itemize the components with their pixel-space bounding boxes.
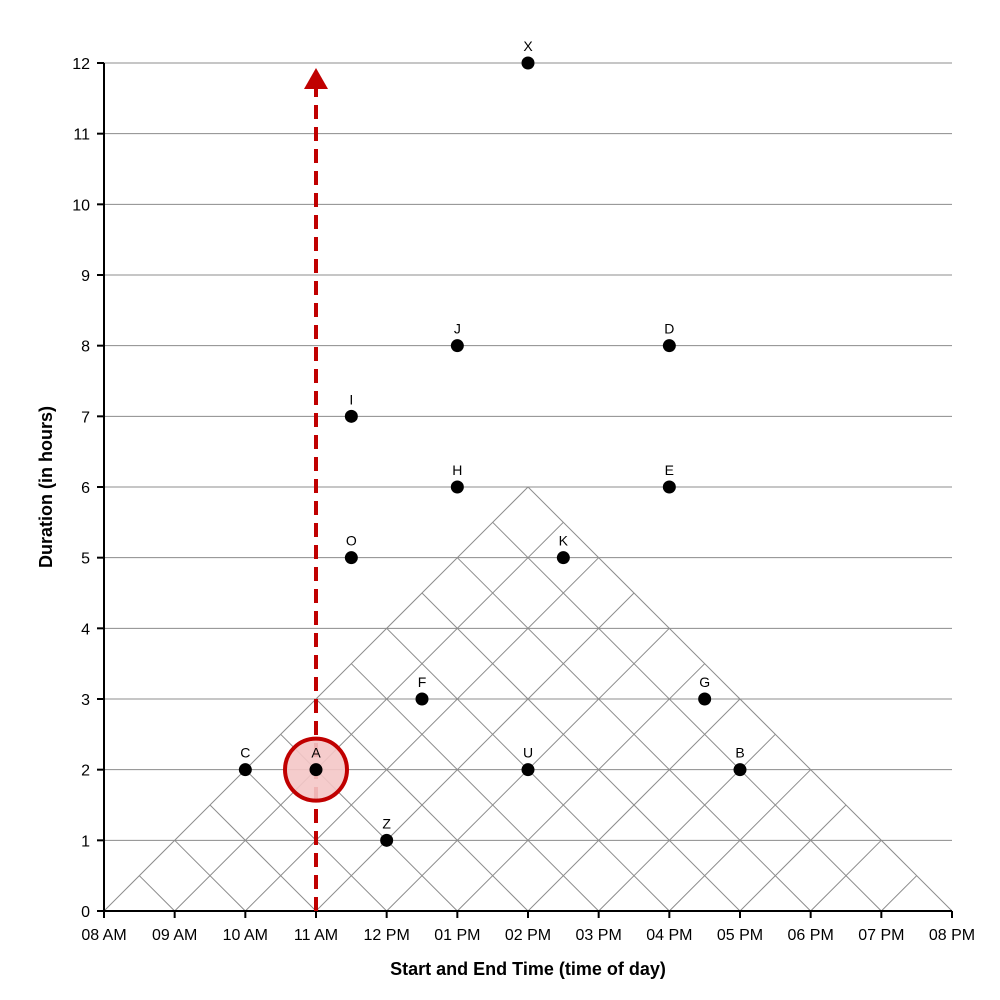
data-point-f xyxy=(415,692,429,706)
data-point-label: B xyxy=(735,745,744,761)
x-tick-label: 08 PM xyxy=(929,927,975,944)
triangular-grid xyxy=(103,62,953,912)
data-points: X J D I H E O K F G C A U B Z xyxy=(238,38,747,847)
grid-line-diagonal-up xyxy=(739,804,847,912)
grid-line-diagonal-down xyxy=(350,663,600,912)
y-tick-label: 0 xyxy=(81,904,90,921)
y-tick-label: 5 xyxy=(81,551,90,568)
grid-line-diagonal-down xyxy=(138,875,176,912)
y-tick-label: 7 xyxy=(81,409,90,426)
y-tick-label: 11 xyxy=(73,127,90,144)
x-tick-label: 06 PM xyxy=(788,927,834,944)
y-axis-title: Duration (in hours) xyxy=(36,406,56,568)
y-tick-label: 2 xyxy=(81,763,90,780)
data-point-d xyxy=(662,339,676,353)
grid-line-diagonal-up xyxy=(315,592,635,912)
x-tick-label: 08 AM xyxy=(81,927,126,944)
data-point-label: O xyxy=(346,533,357,549)
grid-line-diagonal-down xyxy=(174,839,246,912)
data-point-a xyxy=(309,763,323,777)
data-point-label: U xyxy=(523,745,533,761)
data-point-b xyxy=(733,763,747,777)
grid-line-diagonal-up xyxy=(598,733,776,912)
y-tick-label: 10 xyxy=(72,197,90,214)
grid-line-diagonal-up xyxy=(456,663,706,912)
arrow-head xyxy=(304,68,328,89)
data-point-label: F xyxy=(418,674,427,690)
x-tick-label: 12 PM xyxy=(364,927,410,944)
x-tick-label: 09 AM xyxy=(152,927,197,944)
data-point-o xyxy=(344,551,358,565)
y-tick-label: 6 xyxy=(81,480,90,497)
grid-line-diagonal-down xyxy=(421,592,741,912)
data-point-label: C xyxy=(240,745,250,761)
data-point-i xyxy=(344,409,358,423)
grid-line-diagonal-up xyxy=(174,521,564,912)
data-point-label: A xyxy=(311,745,321,761)
data-point-label: Z xyxy=(382,815,391,831)
y-tick-label: 1 xyxy=(81,833,90,850)
x-tick-label: 07 PM xyxy=(858,927,904,944)
grid-line-diagonal-down xyxy=(209,804,317,912)
data-point-label: I xyxy=(349,391,353,407)
y-tick-label: 8 xyxy=(81,339,90,356)
x-tick-label: 11 AM xyxy=(294,927,338,944)
y-tick-label: 4 xyxy=(81,621,90,638)
x-tick-label: 03 PM xyxy=(576,927,622,944)
x-tick-label: 10 AM xyxy=(223,927,268,944)
grid-line-diagonal-down xyxy=(527,486,953,912)
data-point-e xyxy=(662,480,676,494)
annotation-layer xyxy=(283,68,349,911)
data-point-u xyxy=(521,763,535,777)
x-axis-title: Start and End Time (time of day) xyxy=(390,959,666,979)
x-tick-label: 01 PM xyxy=(434,927,480,944)
data-point-k xyxy=(556,551,570,565)
x-tick-label: 05 PM xyxy=(717,927,763,944)
grid-line-diagonal-down xyxy=(456,557,812,912)
data-point-z xyxy=(380,833,394,847)
data-point-label: E xyxy=(665,462,674,478)
data-point-label: D xyxy=(664,321,674,337)
data-point-label: K xyxy=(559,533,569,549)
axes: 08 AM 09 AM 10 AM 11 AM 12 PM 01 PM 02 PM 03 PM… xyxy=(72,56,975,944)
data-point-h xyxy=(450,480,464,494)
data-point-x xyxy=(521,56,535,70)
grid-line-diagonal-up xyxy=(880,875,918,912)
y-tick-label: 9 xyxy=(81,268,90,285)
y-tick-label: 3 xyxy=(81,692,90,709)
grid-line-diagonal-down xyxy=(315,698,529,912)
data-point-label: X xyxy=(523,38,533,54)
x-tick-label: 02 PM xyxy=(505,927,551,944)
data-point-j xyxy=(450,339,464,353)
data-point-label: G xyxy=(699,674,710,690)
grid-line-diagonal-down xyxy=(492,521,882,912)
data-point-label: J xyxy=(454,321,461,337)
data-point-label: H xyxy=(452,462,462,478)
y-tick-label: 12 xyxy=(72,56,90,73)
x-tick-label: 04 PM xyxy=(646,927,692,944)
data-point-g xyxy=(698,692,712,706)
data-point-c xyxy=(238,763,252,777)
